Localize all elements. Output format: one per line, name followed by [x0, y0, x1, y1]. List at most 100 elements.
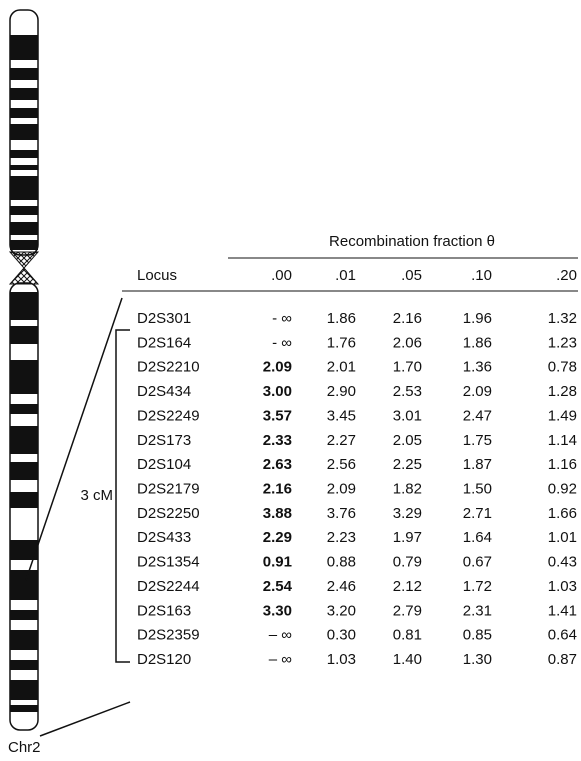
lod-cell: 0.92 — [548, 480, 577, 497]
lod-cell: 1.03 — [327, 651, 356, 668]
locus-cell: D2S1354 — [137, 554, 200, 571]
lod-cell: 2.23 — [327, 529, 356, 546]
lod-cell: 0.64 — [548, 627, 577, 644]
lod-cell: 0.87 — [548, 651, 577, 668]
lod-cell: 2.01 — [327, 359, 356, 376]
locus-cell: D2S2249 — [137, 407, 200, 424]
locus-cell: D2S2250 — [137, 505, 200, 522]
lod-cell: 1.64 — [463, 529, 492, 546]
zoom-line — [39, 701, 131, 737]
lod-cell: 1.23 — [548, 334, 577, 351]
lod-cell: 1.82 — [393, 480, 422, 497]
lod-cell: 2.90 — [327, 383, 356, 400]
lod-cell: 1.49 — [548, 407, 577, 424]
locus-cell: D2S163 — [137, 602, 191, 619]
lod-cell: 3.20 — [327, 602, 356, 619]
column-header: .05 — [401, 267, 422, 284]
lod-cell: 2.25 — [393, 456, 422, 473]
lod-cell: 1.72 — [463, 578, 492, 595]
lod-cell: 1.30 — [463, 651, 492, 668]
zoom-line — [25, 297, 123, 581]
lod-cell: 1.03 — [548, 578, 577, 595]
lod-cell: – ∞ — [269, 627, 293, 644]
interval-label: 3 cM — [80, 487, 113, 504]
lod-cell: 0.67 — [463, 554, 492, 571]
chromosome-ideogram — [8, 9, 40, 731]
lod-cell: 2.71 — [463, 505, 492, 522]
lod-cell: - ∞ — [272, 334, 292, 351]
lod-cell: 3.30 — [263, 602, 292, 619]
lod-cell: 1.32 — [548, 310, 577, 327]
lod-cell: 2.53 — [393, 383, 422, 400]
interval-bracket — [115, 329, 130, 663]
column-header: .10 — [471, 267, 492, 284]
lod-cell: 2.79 — [393, 602, 422, 619]
column-header: .01 — [335, 267, 356, 284]
lod-cell: 1.36 — [463, 359, 492, 376]
lod-cell: 0.81 — [393, 627, 422, 644]
lod-cell: 1.41 — [548, 602, 577, 619]
lod-cell: 2.63 — [263, 456, 292, 473]
lod-cell: 3.29 — [393, 505, 422, 522]
lod-cell: - ∞ — [272, 310, 292, 327]
lod-cell: 3.76 — [327, 505, 356, 522]
locus-cell: D2S173 — [137, 432, 191, 449]
locus-cell: D2S433 — [137, 529, 191, 546]
lod-cell: 1.40 — [393, 651, 422, 668]
locus-cell: D2S104 — [137, 456, 191, 473]
lod-cell: 1.86 — [463, 334, 492, 351]
lod-cell: 3.01 — [393, 407, 422, 424]
lod-cell: 1.70 — [393, 359, 422, 376]
chromosome-label: Chr2 — [8, 739, 41, 756]
lod-cell: 0.79 — [393, 554, 422, 571]
lod-cell: 3.88 — [263, 505, 292, 522]
lod-cell: 2.09 — [463, 383, 492, 400]
lod-cell: 2.12 — [393, 578, 422, 595]
lod-cell: 2.33 — [263, 432, 292, 449]
lod-cell: 1.97 — [393, 529, 422, 546]
lod-cell: 2.05 — [393, 432, 422, 449]
lod-cell: 1.96 — [463, 310, 492, 327]
lod-cell: 0.30 — [327, 627, 356, 644]
lod-cell: 1.75 — [463, 432, 492, 449]
lod-cell: 2.09 — [327, 480, 356, 497]
lod-cell: 2.06 — [393, 334, 422, 351]
locus-cell: D2S301 — [137, 310, 191, 327]
lod-cell: 0.78 — [548, 359, 577, 376]
group-header: Recombination fraction θ — [329, 233, 495, 250]
lod-cell: 3.57 — [263, 407, 292, 424]
locus-cell: D2S2210 — [137, 359, 200, 376]
lod-cell: 2.16 — [263, 480, 292, 497]
lod-cell: 3.45 — [327, 407, 356, 424]
lod-cell: 2.09 — [263, 359, 292, 376]
lod-cell: 1.50 — [463, 480, 492, 497]
lod-cell: 1.16 — [548, 456, 577, 473]
lod-cell: 3.00 — [263, 383, 292, 400]
locus-cell: D2S2179 — [137, 480, 200, 497]
lod-cell: 1.01 — [548, 529, 577, 546]
lod-cell: 1.28 — [548, 383, 577, 400]
lod-cell: 0.85 — [463, 627, 492, 644]
lod-cell: – ∞ — [269, 651, 293, 668]
lod-cell: 2.56 — [327, 456, 356, 473]
lod-cell: 2.47 — [463, 407, 492, 424]
lod-cell: 0.43 — [548, 554, 577, 571]
lod-cell: 0.91 — [263, 554, 292, 571]
column-header: .00 — [271, 267, 292, 284]
column-header: .20 — [556, 267, 577, 284]
lod-cell: 2.31 — [463, 602, 492, 619]
locus-cell: D2S2359 — [137, 627, 200, 644]
lod-cell: 0.88 — [327, 554, 356, 571]
locus-cell: D2S434 — [137, 383, 191, 400]
lod-cell: 1.76 — [327, 334, 356, 351]
lod-cell: 1.14 — [548, 432, 577, 449]
lod-cell: 1.87 — [463, 456, 492, 473]
locus-cell: D2S164 — [137, 334, 191, 351]
lod-cell: 2.46 — [327, 578, 356, 595]
column-header: Locus — [137, 267, 177, 284]
lod-cell: 1.86 — [327, 310, 356, 327]
lod-cell: 2.16 — [393, 310, 422, 327]
lod-cell: 1.66 — [548, 505, 577, 522]
lod-cell: 2.27 — [327, 432, 356, 449]
